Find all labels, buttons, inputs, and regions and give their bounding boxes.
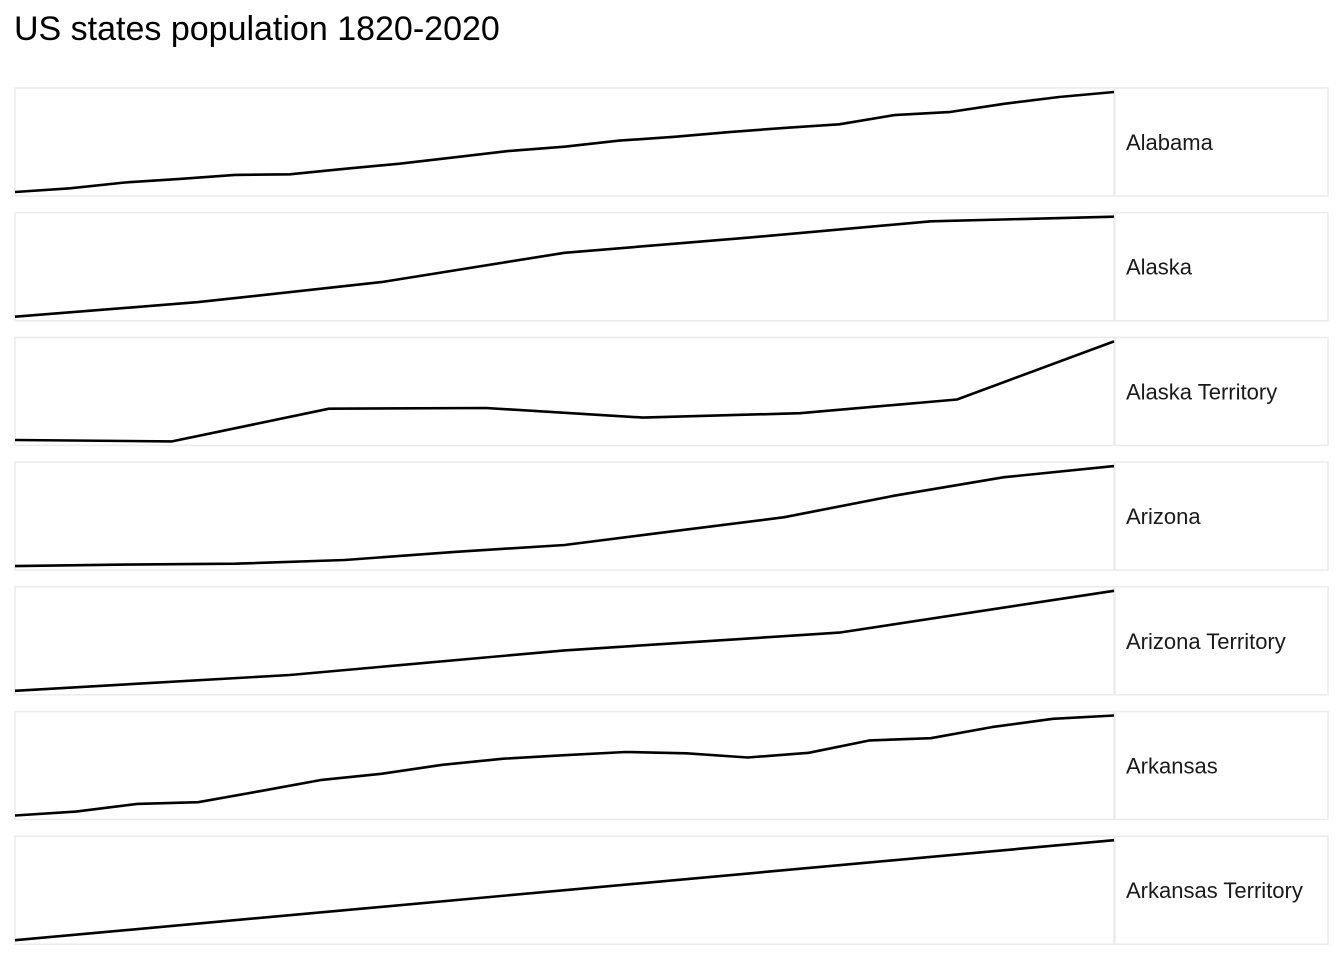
panel-border bbox=[14, 336, 1115, 447]
facet-strip bbox=[1114, 336, 1329, 447]
facet-label-alabama: Alabama bbox=[1126, 130, 1214, 155]
facet-strip bbox=[1114, 710, 1329, 821]
facet-label-arkansas: Arkansas bbox=[1126, 754, 1218, 779]
panel-border bbox=[14, 586, 1115, 696]
facet-panel-alaska: Alaska bbox=[14, 211, 1329, 322]
facet-panel-arkansas: Arkansas bbox=[14, 710, 1329, 821]
facet-strip bbox=[1114, 586, 1329, 696]
facet-panel-arkansas-territory: Arkansas Territory bbox=[14, 835, 1329, 945]
series-line-alaska bbox=[14, 215, 1115, 318]
facet-panel-arizona: Arizona bbox=[14, 461, 1329, 571]
facet-label-arizona: Arizona bbox=[1126, 504, 1201, 529]
facet-label-alaska-territory: Alaska Territory bbox=[1126, 379, 1277, 404]
facet-strip bbox=[1114, 211, 1329, 322]
series-line-arkansas-territory bbox=[14, 838, 1115, 942]
facet-strip bbox=[1114, 87, 1329, 197]
series-line-arizona bbox=[14, 464, 1115, 568]
panel-border bbox=[14, 461, 1115, 571]
facet-strip bbox=[1114, 835, 1329, 945]
facet-panel-arizona-territory: Arizona Territory bbox=[14, 586, 1329, 696]
facet-label-arizona-territory: Arizona Territory bbox=[1126, 629, 1286, 654]
facet-label-arkansas-territory: Arkansas Territory bbox=[1126, 878, 1303, 903]
series-line-arkansas bbox=[14, 714, 1115, 817]
facet-strip bbox=[1114, 461, 1329, 571]
series-line-arizona-territory bbox=[14, 589, 1115, 693]
facet-panel-alaska-territory: Alaska Territory bbox=[14, 336, 1329, 447]
series-line-alaska-territory bbox=[14, 340, 1115, 443]
facet-label-alaska: Alaska bbox=[1126, 255, 1193, 280]
chart-title: US states population 1820-2020 bbox=[14, 10, 500, 48]
series-line-alabama bbox=[14, 90, 1115, 194]
facet-panel-alabama: Alabama bbox=[14, 87, 1329, 197]
